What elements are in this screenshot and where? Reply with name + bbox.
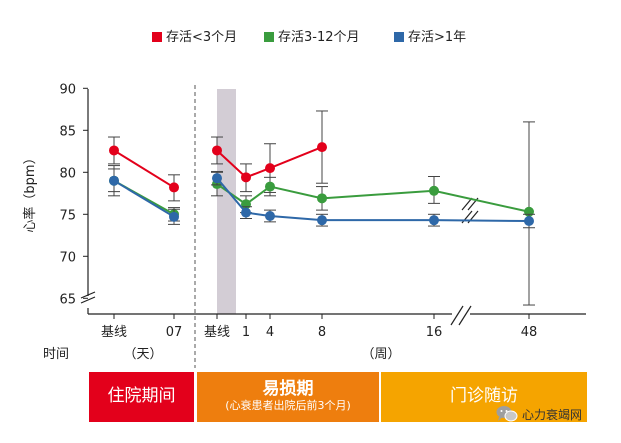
x-tick-label: 48 xyxy=(521,325,538,340)
y-tick-label: 65 xyxy=(59,292,76,307)
series-line xyxy=(216,146,323,179)
y-tick-label: 70 xyxy=(59,250,76,265)
data-point xyxy=(212,145,222,156)
vulnerable-period-subtitle: (心衰患者出院后前3个月) xyxy=(225,399,351,412)
legend-label: 存活<3个月 xyxy=(166,30,237,45)
data-point xyxy=(317,193,327,204)
series-line xyxy=(113,149,175,189)
y-axis-ticks: 65 70 75 80 85 90 xyxy=(59,82,88,307)
x-axis-break xyxy=(450,305,464,326)
legend-swatch xyxy=(394,32,404,42)
data-point xyxy=(265,163,275,174)
x-tick-label: 基线 xyxy=(101,325,127,340)
data-point xyxy=(265,181,275,192)
data-point xyxy=(317,215,327,226)
watermark: 心力衰竭网 xyxy=(496,404,582,424)
plot-break xyxy=(461,197,473,211)
series-line xyxy=(113,179,175,218)
data-point xyxy=(241,207,251,218)
legend-swatch xyxy=(152,32,162,42)
y-axis-label: 心率（bpm） xyxy=(22,151,38,232)
x-tick-label: 1 xyxy=(242,325,250,340)
data-point xyxy=(212,173,222,184)
data-point xyxy=(265,210,275,221)
series xyxy=(108,165,535,229)
series xyxy=(108,110,328,202)
y-tick-label: 90 xyxy=(59,82,76,97)
series-group xyxy=(108,110,535,306)
hospital-period-band: 住院期间 xyxy=(89,372,194,422)
watermark-text: 心力衰竭网 xyxy=(522,407,583,422)
vulnerable-period-band: 易损期 (心衰患者出院后前3个月) xyxy=(197,372,379,422)
data-point xyxy=(169,211,179,222)
unit-weeks-label: （周） xyxy=(361,347,400,362)
x-tick-label: 16 xyxy=(426,325,443,340)
clinic-period-band: 门诊随访 xyxy=(381,372,587,422)
data-point xyxy=(109,145,119,156)
x-tick-label: 8 xyxy=(318,325,326,340)
data-point xyxy=(169,182,179,193)
data-point xyxy=(429,215,439,226)
x-axis-break xyxy=(458,305,472,326)
x-tick-label: 4 xyxy=(266,325,274,340)
hospital-period-label: 住院期间 xyxy=(107,386,176,406)
data-point xyxy=(241,172,251,183)
data-point xyxy=(429,185,439,196)
data-point xyxy=(524,216,534,227)
time-label: 时间 xyxy=(43,347,69,362)
unit-days-label: （天） xyxy=(123,347,162,362)
wechat-icon xyxy=(496,406,518,422)
series-line xyxy=(216,183,530,213)
y-tick-label: 80 xyxy=(59,166,76,181)
clinic-period-label: 门诊随访 xyxy=(450,386,518,406)
legend: 存活<3个月 存活3-12个月 存活>1年 xyxy=(152,30,466,45)
series-line xyxy=(216,177,530,223)
x-tick-label: 07 xyxy=(166,325,183,340)
y-tick-label: 85 xyxy=(59,124,76,139)
x-axis-ticks: 基线 07 基线 1 4 8 16 48 xyxy=(101,314,537,340)
legend-label: 存活>1年 xyxy=(408,30,466,45)
data-point xyxy=(317,142,327,153)
x-tick-label: 基线 xyxy=(204,325,230,340)
legend-swatch xyxy=(264,32,274,42)
vulnerable-baseline-shade xyxy=(217,89,236,314)
vulnerable-period-title: 易损期 xyxy=(262,379,314,399)
y-axis-break xyxy=(80,296,96,304)
data-point xyxy=(109,175,119,186)
legend-label: 存活3-12个月 xyxy=(278,30,360,45)
y-axis-break xyxy=(80,291,96,299)
y-tick-label: 75 xyxy=(59,208,76,223)
